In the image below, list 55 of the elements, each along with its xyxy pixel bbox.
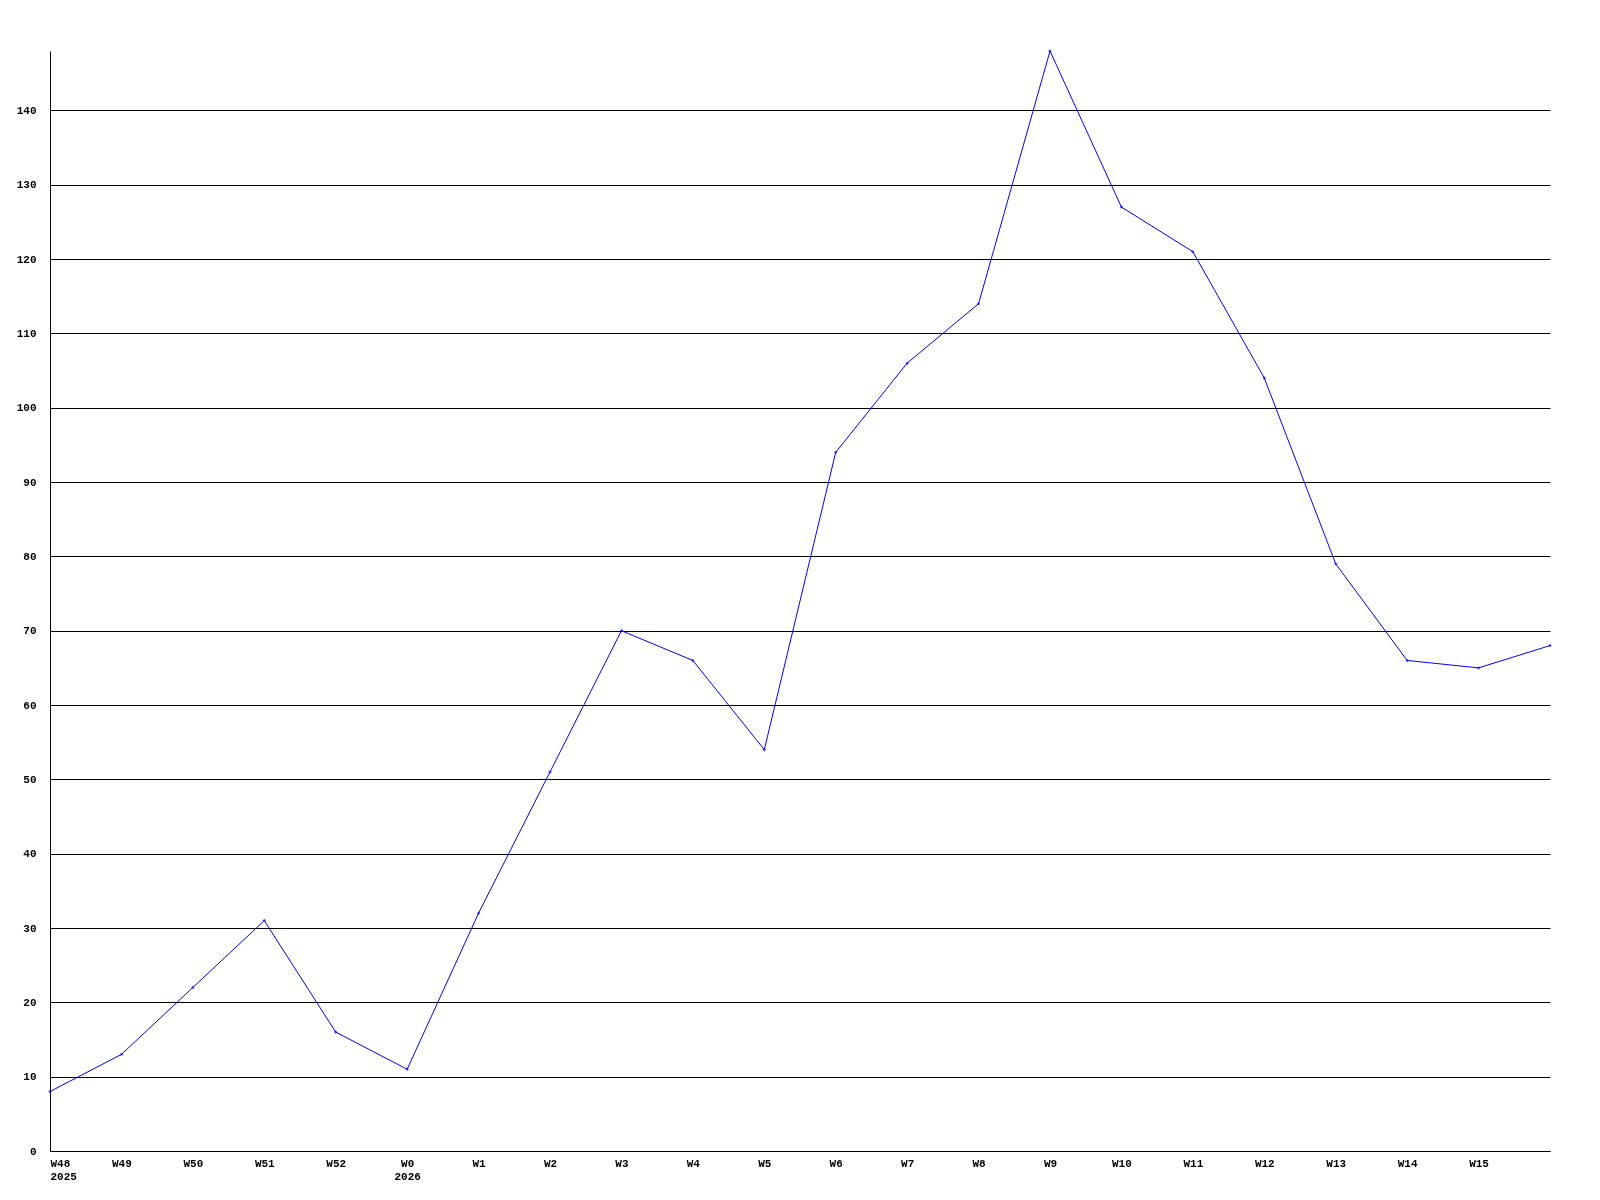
y-tick-label: 0	[29, 1145, 37, 1158]
point	[1191, 249, 1195, 254]
x-tick-label: W5	[758, 1157, 772, 1170]
x-tick-label: W52	[326, 1157, 347, 1170]
x-tick-label: W12	[1254, 1157, 1275, 1170]
x-tick-label: W3	[615, 1157, 629, 1170]
point	[48, 1089, 52, 1094]
x-tick-label: W6	[829, 1157, 843, 1170]
y-tick-label: 130	[16, 179, 37, 192]
y-tick-label: 100	[16, 402, 37, 415]
x-tick-label: W10	[1112, 1157, 1132, 1170]
point	[1333, 562, 1338, 566]
y-tick-label: 70	[23, 625, 37, 638]
x-tick-label: W1	[472, 1157, 487, 1170]
y-tick-label: 90	[23, 476, 37, 489]
point	[262, 918, 267, 923]
point	[1262, 376, 1267, 380]
x-tick-label: W9	[1043, 1157, 1058, 1170]
y-tick-label: 30	[23, 922, 37, 935]
x-tick-label: W14	[1397, 1157, 1418, 1170]
y-tick-label: 50	[23, 773, 37, 786]
x-tick-label: W48 2025	[50, 1157, 78, 1183]
y-tick-label: 40	[23, 848, 37, 861]
x-tick-label: W49	[112, 1157, 132, 1170]
point	[833, 450, 838, 455]
x-tick-label: W0 2026	[394, 1157, 421, 1183]
point	[762, 747, 767, 752]
point	[1405, 658, 1409, 663]
point	[476, 911, 481, 915]
point	[405, 1067, 409, 1071]
point	[333, 1030, 338, 1034]
point	[191, 985, 195, 990]
y-tick-label: 10	[23, 1071, 37, 1084]
point	[691, 658, 695, 663]
x-tick-label: W8	[972, 1157, 987, 1170]
x-tick-label: W15	[1469, 1157, 1490, 1170]
y-tick-label: 140	[16, 104, 37, 117]
x-tick-label: W4	[686, 1157, 701, 1170]
y-tick-label: 80	[23, 550, 37, 563]
x-tick-label: W2	[543, 1157, 558, 1170]
point	[619, 629, 624, 633]
point	[1476, 666, 1481, 670]
point	[1548, 643, 1552, 648]
y-tick-label: 110	[16, 327, 37, 340]
y-tick-label: 120	[16, 253, 37, 266]
y-tick-label: 20	[23, 996, 37, 1009]
x-tick-label: W13	[1326, 1157, 1347, 1170]
y-tick-label: 60	[23, 699, 37, 712]
point	[905, 361, 909, 365]
x-tick-label: W50	[183, 1157, 204, 1170]
x-tick-label: W51	[254, 1157, 276, 1170]
point	[1119, 205, 1124, 209]
x-tick-label: W7	[901, 1157, 915, 1170]
line-series	[48, 49, 1552, 1094]
x-tick-label: W11	[1183, 1157, 1204, 1170]
